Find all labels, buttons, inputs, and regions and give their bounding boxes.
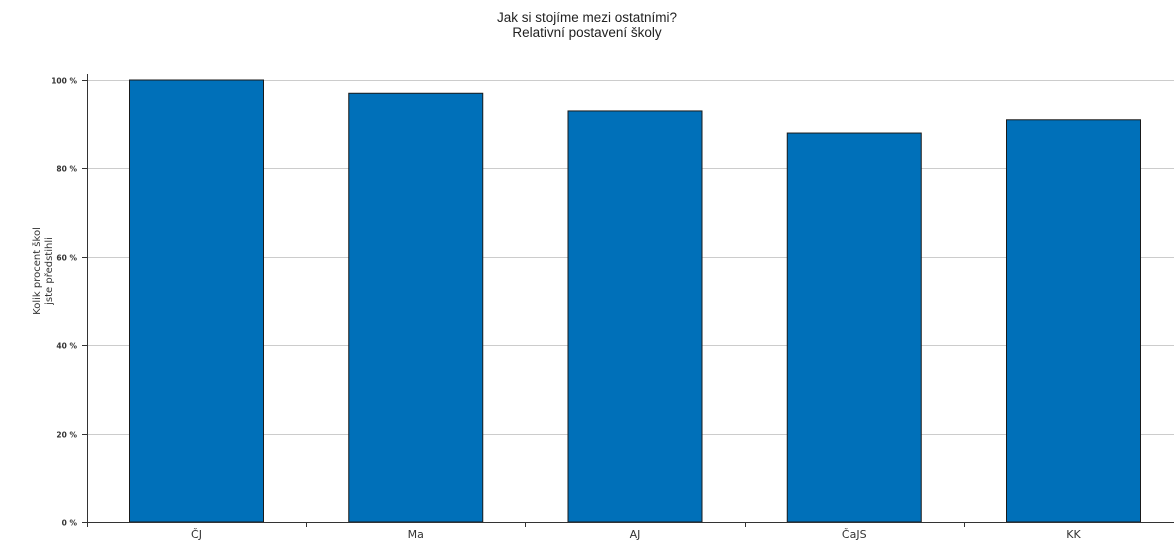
y-tick-label: 20 % — [56, 431, 77, 440]
y-tick-label: 40 % — [56, 342, 77, 351]
y-axis-title-line: jste předstihli — [43, 237, 55, 306]
bar-ČJ — [129, 79, 264, 523]
y-tick-label: 0 % — [62, 519, 78, 528]
y-tick-label: 60 % — [56, 254, 77, 263]
bar-ČaJS — [786, 132, 922, 523]
y-axis-title-line: Kolik procent škol — [31, 227, 43, 315]
x-tick-label: ČJ — [191, 528, 202, 541]
bar-AJ — [567, 110, 703, 523]
x-tick-label: KK — [1066, 528, 1081, 541]
bar-KK — [1006, 119, 1141, 523]
x-tick-label: ČaJS — [842, 528, 867, 541]
y-axis-title: Kolik procent školjste předstihli — [31, 227, 55, 315]
labels: 0 % 20 % 40 % 60 % 80 % 100 % ČJ Ma AJ ČaJS KK Koli… — [31, 77, 1081, 542]
chart-title: Jak si stojíme mezi ostatními? — [496, 10, 678, 25]
axes — [82, 74, 1174, 527]
x-tick-label: Ma — [408, 528, 424, 541]
bar-Ma — [348, 92, 484, 523]
y-tick-label: 80 % — [56, 165, 77, 174]
y-tick-label: 100 % — [51, 77, 77, 86]
chart-subtitle: Relativní postavení školy — [512, 25, 662, 40]
x-tick-label: AJ — [630, 528, 641, 541]
bars — [129, 79, 1141, 523]
